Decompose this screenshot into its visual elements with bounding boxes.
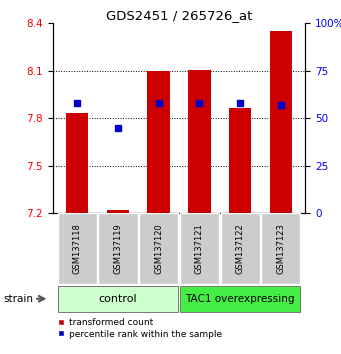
FancyBboxPatch shape	[99, 213, 137, 284]
FancyBboxPatch shape	[221, 213, 260, 284]
Bar	[188, 70, 211, 213]
FancyBboxPatch shape	[58, 286, 178, 312]
Bar	[66, 114, 88, 213]
Text: GSM137121: GSM137121	[195, 223, 204, 274]
FancyBboxPatch shape	[261, 213, 300, 284]
FancyBboxPatch shape	[139, 213, 178, 284]
Bar	[148, 71, 170, 213]
Text: TAC1 overexpressing: TAC1 overexpressing	[185, 294, 295, 304]
Bar	[107, 210, 129, 213]
Text: GSM137120: GSM137120	[154, 223, 163, 274]
Text: strain: strain	[3, 294, 33, 304]
Text: GSM137122: GSM137122	[236, 223, 244, 274]
FancyBboxPatch shape	[180, 213, 219, 284]
Legend: transformed count, percentile rank within the sample: transformed count, percentile rank withi…	[57, 318, 222, 338]
Text: GSM137118: GSM137118	[73, 223, 82, 274]
Text: GSM137119: GSM137119	[114, 223, 122, 274]
FancyBboxPatch shape	[58, 213, 97, 284]
FancyBboxPatch shape	[180, 286, 300, 312]
Bar	[229, 108, 251, 213]
Text: control: control	[99, 294, 137, 304]
Text: GSM137123: GSM137123	[276, 223, 285, 274]
Title: GDS2451 / 265726_at: GDS2451 / 265726_at	[106, 9, 252, 22]
Bar	[270, 31, 292, 213]
